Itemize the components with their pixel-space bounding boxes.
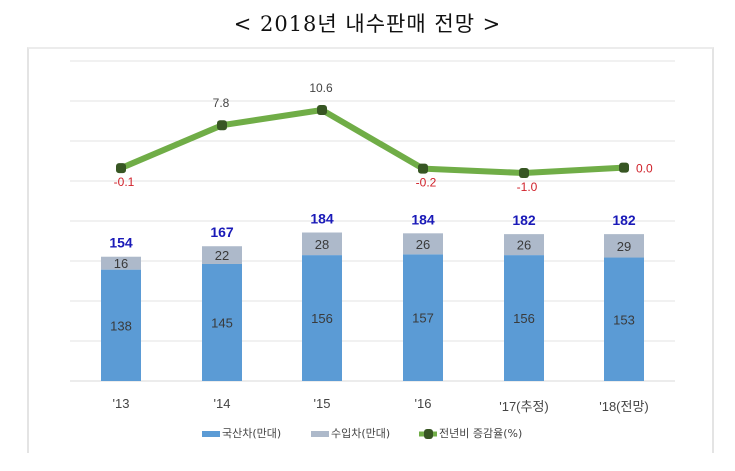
legend-label-domestic: 국산차(만대) xyxy=(222,427,281,440)
bar-label-total: 154 xyxy=(109,235,133,251)
bar-label-domestic: 156 xyxy=(311,311,333,326)
bar-domestic xyxy=(403,254,443,381)
bar-label-imported: 16 xyxy=(114,256,128,271)
bar-label-domestic: 145 xyxy=(211,315,233,330)
bar-label-total: 182 xyxy=(512,212,536,228)
legend-swatch-imported xyxy=(311,431,329,437)
line-marker xyxy=(418,163,428,174)
bar-label-total: 184 xyxy=(411,211,435,227)
bar-label-imported: 22 xyxy=(215,248,229,263)
legend-label-imported: 수입차(만대) xyxy=(331,427,390,440)
bar-label-domestic: 156 xyxy=(513,311,535,326)
bar-label-domestic: 153 xyxy=(613,312,635,327)
bar-label-total: 182 xyxy=(612,212,636,228)
x-tick-label: '14 xyxy=(214,396,231,411)
bar-imported xyxy=(302,232,342,256)
bar-imported xyxy=(403,233,443,255)
chart-frame xyxy=(27,47,714,453)
bar-domestic xyxy=(504,255,544,381)
bar-imported xyxy=(504,234,544,256)
bar-label-domestic: 138 xyxy=(110,318,132,333)
line-label: -1.0 xyxy=(517,180,538,194)
bar-imported xyxy=(202,246,242,264)
line-marker xyxy=(519,168,529,178)
x-tick-label: '13 xyxy=(113,396,130,411)
line-growth-rate xyxy=(119,107,625,176)
bar-label-total: 167 xyxy=(210,224,234,240)
bar-label-total: 184 xyxy=(310,211,334,227)
line-label: 0.0 xyxy=(636,162,653,176)
bar-imported xyxy=(101,256,141,270)
x-tick-label: '17(추정) xyxy=(499,399,549,414)
line-label: -0.2 xyxy=(416,176,437,190)
x-tick-label: '18(전망) xyxy=(599,399,649,414)
x-tick-label: '15 xyxy=(314,396,331,411)
bar-domestic xyxy=(604,257,644,381)
legend-swatch-marker xyxy=(424,429,433,439)
bar-label-domestic: 157 xyxy=(412,311,434,326)
legend-label-growth: 전년비 증감율(%) xyxy=(439,427,522,440)
x-tick-label: '16 xyxy=(415,396,432,411)
line-label: 7.8 xyxy=(213,96,230,110)
bar-label-imported: 26 xyxy=(517,238,531,253)
line-label: 10.6 xyxy=(309,81,333,95)
line-marker xyxy=(116,163,126,174)
bar-domestic xyxy=(302,255,342,381)
legend-swatch-domestic xyxy=(202,431,220,437)
bar-label-imported: 28 xyxy=(315,237,329,252)
chart-title: < 2018년 내수판매 전망 > xyxy=(233,12,502,36)
line-marker xyxy=(619,162,629,173)
bar-label-imported: 26 xyxy=(416,237,430,252)
line-marker xyxy=(217,120,227,131)
bar-domestic xyxy=(101,269,141,381)
bar-imported xyxy=(604,234,644,258)
bar-label-imported: 29 xyxy=(617,239,631,254)
line-marker xyxy=(317,105,327,115)
line-label: -0.1 xyxy=(114,175,135,189)
bar-domestic xyxy=(202,263,242,381)
